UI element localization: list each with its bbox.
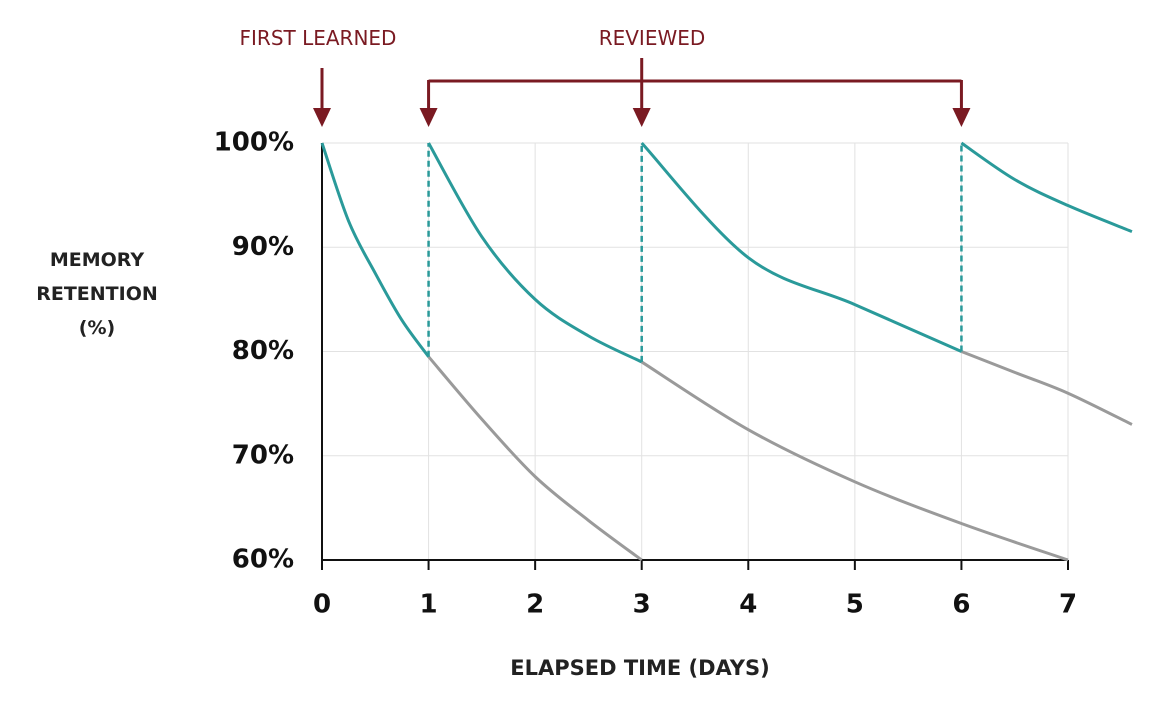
line (961, 143, 1132, 232)
x-axis-label: ELAPSED TIME (DAYS) (510, 656, 769, 680)
x-tick-label: 5 (846, 590, 864, 620)
x-tick-label: 1 (420, 590, 438, 620)
arrowhead (952, 108, 970, 127)
y-tick-label: 90% (232, 232, 294, 262)
line (322, 143, 429, 357)
y-axis-label: (%) (79, 317, 115, 339)
arrowhead (313, 108, 331, 127)
y-tick-label: 80% (232, 336, 294, 366)
annotation: REVIEWED (599, 26, 706, 50)
y-axis-label: RETENTION (36, 283, 158, 305)
chart: MEMORY RETENTION (%) ELAPSED TIME (DAYS)… (0, 0, 1158, 701)
annotation: FIRST LEARNED (240, 26, 397, 50)
x-tick-label: 3 (633, 590, 651, 620)
y-axis-label: MEMORY (50, 249, 145, 271)
line (961, 352, 1132, 425)
x-tick-label: 7 (1059, 590, 1077, 620)
x-tick-label: 4 (739, 590, 757, 620)
y-tick-label: 100% (214, 128, 294, 158)
arrowhead (420, 108, 438, 127)
y-tick-label: 60% (232, 545, 294, 575)
y-tick-label: 70% (232, 440, 294, 470)
x-tick-label: 2 (526, 590, 544, 620)
arrowhead (633, 108, 651, 127)
x-tick-label: 0 (313, 590, 331, 620)
x-tick-label: 6 (952, 590, 970, 620)
